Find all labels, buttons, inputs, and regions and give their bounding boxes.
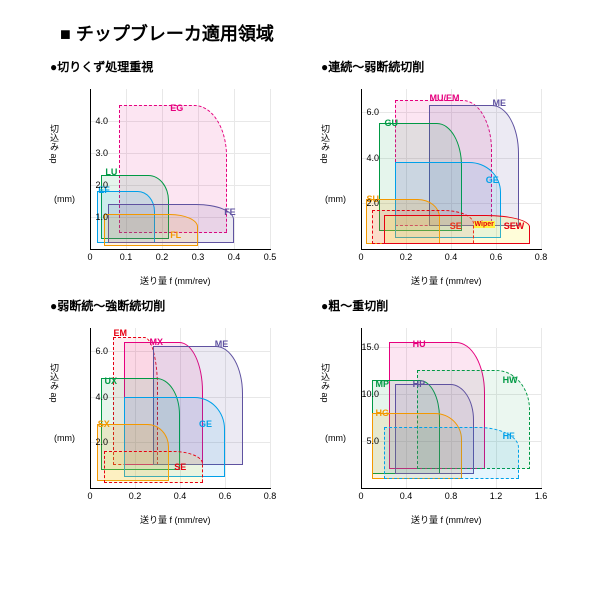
- xtick-label: 0: [358, 252, 363, 262]
- xtick-label: 0.8: [264, 491, 277, 501]
- plot-area: [361, 89, 542, 250]
- y-axis-label: 切込み ap: [48, 363, 61, 403]
- y-axis-unit: (mm): [325, 194, 346, 204]
- ytick-label: 1.0: [88, 212, 108, 222]
- ytick-label: 4.0: [359, 153, 379, 163]
- chart-panel: ●切りくず処理重視EGLUEFFEFL1.02.03.04.000.10.20.…: [50, 58, 309, 289]
- y-axis-unit: (mm): [54, 433, 75, 443]
- xtick-label: 0.2: [129, 491, 142, 501]
- xtick-label: 0.2: [400, 252, 413, 262]
- chart-panel: ●弱断続〜強断続切削EMMXMEUXGESXSE2.04.06.000.20.4…: [50, 297, 309, 528]
- y-axis-label: 切込み ap: [319, 363, 332, 403]
- chart-box: MU/EMMEGUGESUSESEWWiper2.04.06.000.20.40…: [321, 79, 561, 289]
- xtick-label: 0.3: [192, 252, 205, 262]
- y-axis-unit: (mm): [54, 194, 75, 204]
- xtick-label: 0: [87, 252, 92, 262]
- plot-area: [90, 89, 271, 250]
- ytick-label: 2.0: [88, 437, 108, 447]
- xtick-label: 0.8: [445, 491, 458, 501]
- xtick-label: 0: [87, 491, 92, 501]
- ytick-label: 10.0: [359, 389, 379, 399]
- xtick-label: 0.4: [445, 252, 458, 262]
- xtick-label: 1.6: [535, 491, 548, 501]
- xtick-label: 0.6: [490, 252, 503, 262]
- y-axis-unit: (mm): [325, 433, 346, 443]
- x-axis-label: 送り量 f (mm/rev): [411, 274, 482, 287]
- x-axis-label: 送り量 f (mm/rev): [411, 513, 482, 526]
- ytick-label: 6.0: [359, 107, 379, 117]
- xtick-label: 0.6: [219, 491, 232, 501]
- chart-box: EMMXMEUXGESXSE2.04.06.000.20.40.60.8切込み …: [50, 318, 290, 528]
- xtick-label: 0.8: [535, 252, 548, 262]
- xtick-label: 0.5: [264, 252, 277, 262]
- x-axis-label: 送り量 f (mm/rev): [140, 513, 211, 526]
- chart-box: HUHWMPHPHGHF5.010.015.000.40.81.21.6切込み …: [321, 318, 561, 528]
- xtick-label: 0.2: [156, 252, 169, 262]
- xtick-label: 1.2: [490, 491, 503, 501]
- xtick-label: 0.4: [174, 491, 187, 501]
- panel-subtitle: ●切りくず処理重視: [50, 58, 309, 75]
- y-axis-label: 切込み ap: [319, 124, 332, 164]
- chart-grid: ●切りくず処理重視EGLUEFFEFL1.02.03.04.000.10.20.…: [50, 58, 580, 528]
- xtick-label: 0.4: [400, 491, 413, 501]
- ytick-label: 2.0: [359, 198, 379, 208]
- x-axis-label: 送り量 f (mm/rev): [140, 274, 211, 287]
- y-axis-label: 切込み ap: [48, 124, 61, 164]
- xtick-label: 0.4: [228, 252, 241, 262]
- panel-subtitle: ●粗〜重切削: [321, 297, 580, 314]
- ytick-label: 5.0: [359, 436, 379, 446]
- ytick-label: 4.0: [88, 392, 108, 402]
- xtick-label: 0: [358, 491, 363, 501]
- ytick-label: 6.0: [88, 346, 108, 356]
- plot-area: [90, 328, 271, 489]
- ytick-label: 15.0: [359, 342, 379, 352]
- xtick-label: 0.1: [120, 252, 133, 262]
- panel-subtitle: ●弱断続〜強断続切削: [50, 297, 309, 314]
- panel-subtitle: ●連続〜弱断続切削: [321, 58, 580, 75]
- ytick-label: 4.0: [88, 116, 108, 126]
- chart-box: EGLUEFFEFL1.02.03.04.000.10.20.30.40.5切込…: [50, 79, 290, 289]
- ytick-label: 2.0: [88, 180, 108, 190]
- plot-area: [361, 328, 542, 489]
- chart-panel: ●粗〜重切削HUHWMPHPHGHF5.010.015.000.40.81.21…: [321, 297, 580, 528]
- main-title: ■ チップブレーカ適用領域: [60, 20, 580, 46]
- chart-panel: ●連続〜弱断続切削MU/EMMEGUGESUSESEWWiper2.04.06.…: [321, 58, 580, 289]
- ytick-label: 3.0: [88, 148, 108, 158]
